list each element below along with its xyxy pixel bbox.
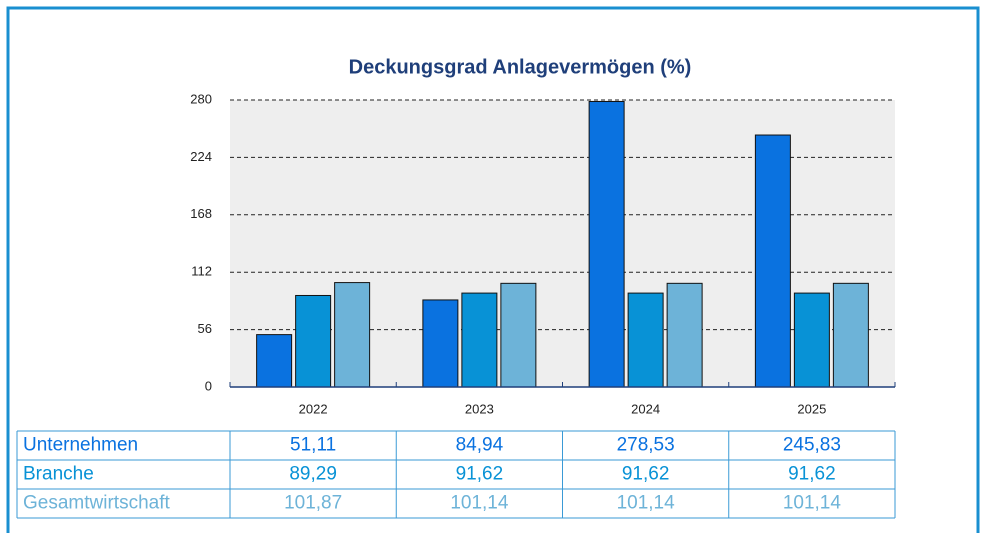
bar: [295, 294, 332, 388]
bar: [666, 282, 703, 388]
table-value: 245,83: [783, 435, 841, 456]
x-tick-label: 2022: [299, 401, 328, 416]
table-value: 101,14: [450, 493, 509, 514]
chart-title: Deckungsgrad Anlagevermögen (%): [349, 56, 692, 78]
bar: [500, 282, 537, 388]
bar: [422, 299, 459, 388]
legend-label: Gesamtwirtschaft: [23, 493, 170, 514]
table-value: 51,11: [290, 435, 336, 456]
bar: [832, 282, 869, 388]
frame: [6, 6, 980, 533]
bar: [588, 101, 625, 388]
bar: [793, 292, 830, 388]
table-value: 101,14: [617, 493, 676, 514]
table-value: 84,94: [456, 435, 504, 456]
y-tick-label: 0: [205, 378, 212, 393]
y-tick-label: 112: [191, 264, 212, 279]
bar: [627, 292, 664, 388]
table-value: 101,14: [783, 493, 842, 514]
table-value: 278,53: [617, 435, 675, 456]
table-value: 91,62: [788, 464, 836, 485]
y-tick-label: 168: [190, 206, 212, 221]
x-tick-label: 2025: [797, 401, 826, 416]
bar: [334, 282, 371, 388]
bar: [461, 292, 498, 388]
y-tick-label: 280: [190, 91, 212, 106]
table-value: 91,62: [456, 464, 504, 485]
x-tick-label: 2023: [465, 401, 494, 416]
x-tick-label: 2024: [631, 401, 660, 416]
table-value: 89,29: [289, 464, 337, 485]
legend-label: Unternehmen: [23, 435, 138, 456]
table-value: 91,62: [622, 464, 670, 485]
legend-label: Branche: [23, 464, 94, 485]
bar: [754, 134, 791, 388]
y-tick-label: 224: [190, 149, 212, 164]
y-tick-label: 56: [198, 321, 212, 336]
bar: [256, 334, 293, 388]
table-value: 101,87: [284, 493, 342, 514]
